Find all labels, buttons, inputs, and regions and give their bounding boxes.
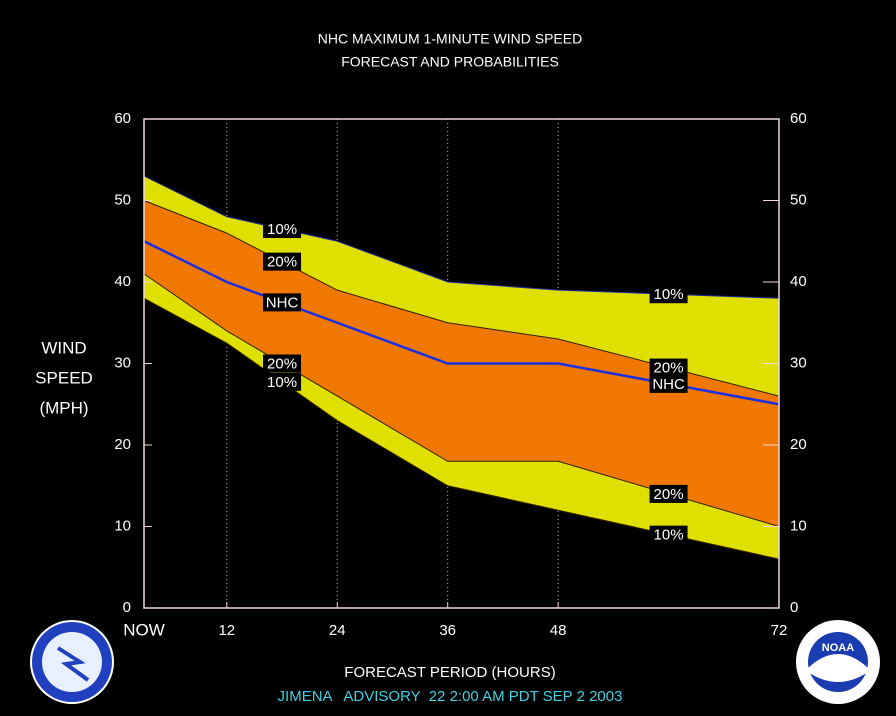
y-tick-label: 30	[114, 354, 131, 371]
x-tick-label: 48	[550, 622, 567, 639]
line-label: 20%	[654, 360, 684, 377]
x-tick-label: 36	[439, 622, 456, 639]
y-tick-label: 60	[114, 110, 131, 127]
band-edge	[143, 200, 780, 397]
y-tick-label: 40	[790, 273, 807, 290]
line-label: 10%	[654, 286, 684, 303]
band-edge	[143, 273, 780, 527]
y-tick-label: 10	[790, 517, 807, 534]
line-label-bg	[649, 525, 688, 544]
y-axis-label: (MPH)	[39, 398, 88, 417]
line-label-bg	[263, 372, 302, 391]
noaa-logo: NOAA	[796, 620, 880, 704]
x-tick-label: 72	[771, 622, 788, 639]
logo-bolt	[56, 646, 90, 682]
line-label-bg	[263, 293, 302, 312]
line-label-bg	[649, 358, 688, 377]
line-label-bg	[263, 354, 302, 373]
y-tick-label: 50	[114, 191, 131, 208]
band-edge	[143, 175, 780, 299]
x-tick-label: 12	[218, 622, 235, 639]
y-axis-label: SPEED	[35, 368, 93, 387]
line-label: 10%	[267, 374, 297, 391]
forecast-line	[143, 240, 780, 406]
line-label-bg	[263, 220, 302, 239]
y-tick-label: 0	[123, 599, 131, 616]
chart-title: NHC MAXIMUM 1-MINUTE WIND SPEED	[318, 31, 582, 47]
line-label: 10%	[267, 221, 297, 238]
line-label: NHC	[652, 376, 685, 393]
line-label: 20%	[267, 355, 297, 372]
nws-logo	[30, 620, 114, 704]
line-label-bg	[649, 285, 688, 304]
y-tick-label: 30	[790, 354, 807, 371]
y-tick-label: 50	[790, 191, 807, 208]
footer: JIMENA ADVISORY 22 2:00 AM PDT SEP 2 200…	[278, 688, 623, 705]
line-label-bg	[649, 484, 688, 503]
line-label: 20%	[654, 486, 684, 503]
y-tick-label: 20	[790, 436, 807, 453]
x-tick-label: NOW	[123, 620, 165, 639]
logo-bird	[808, 654, 868, 682]
x-tick-label: 24	[329, 622, 346, 639]
logo-text: NOAA	[822, 642, 854, 654]
y-tick-label: 60	[790, 110, 807, 127]
line-label: 10%	[654, 527, 684, 544]
chart-subtitle: FORECAST AND PROBABILITIES	[341, 54, 559, 70]
y-axis-label: WIND	[41, 338, 86, 357]
band-edge	[143, 297, 780, 560]
line-label: 20%	[267, 254, 297, 271]
x-axis-label: FORECAST PERIOD (HOURS)	[344, 664, 555, 681]
y-tick-label: 20	[114, 436, 131, 453]
y-tick-label: 40	[114, 273, 131, 290]
y-tick-label: 0	[790, 599, 798, 616]
line-label-bg	[263, 252, 302, 271]
line-label: NHC	[266, 294, 299, 311]
y-tick-label: 10	[114, 517, 131, 534]
line-label-bg	[649, 374, 688, 393]
